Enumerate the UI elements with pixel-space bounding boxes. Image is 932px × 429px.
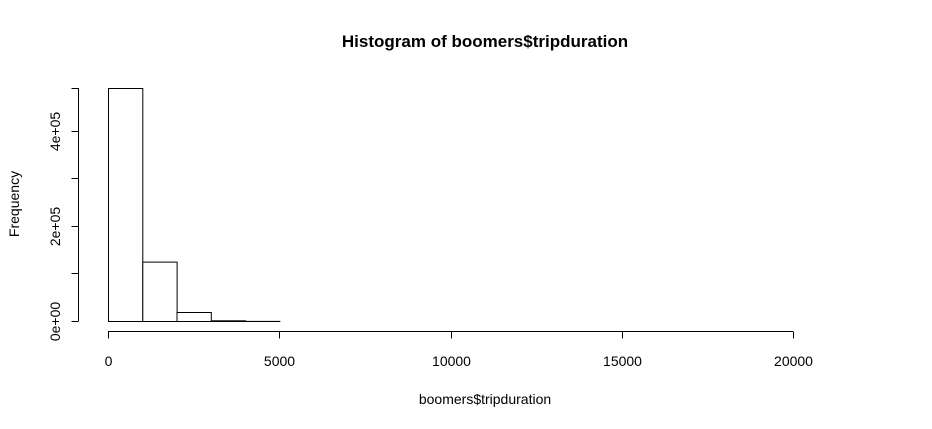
y-axis-label: Frequency bbox=[6, 171, 22, 237]
histogram-bar bbox=[142, 261, 178, 323]
y-tick-label: 0e+00 bbox=[47, 302, 63, 342]
histogram-bar bbox=[210, 320, 247, 322]
x-tick-label: 0 bbox=[105, 353, 113, 369]
x-axis: 0 5000 10000 15000 20000 bbox=[105, 331, 813, 369]
y-tick-label: 4e+05 bbox=[47, 112, 63, 152]
y-axis: 0e+00 2e+05 4e+05 bbox=[47, 88, 79, 341]
bars-group bbox=[108, 88, 281, 323]
x-axis-label: boomers$tripduration bbox=[419, 391, 551, 407]
x-tick-label: 20000 bbox=[774, 353, 813, 369]
x-tick-label: 5000 bbox=[264, 353, 295, 369]
chart-title: Histogram of boomers$tripduration bbox=[342, 32, 628, 51]
x-tick-label: 10000 bbox=[432, 353, 471, 369]
y-tick-label: 2e+05 bbox=[47, 207, 63, 247]
histogram-bar bbox=[108, 88, 144, 322]
histogram-bar bbox=[176, 312, 212, 322]
x-tick-label: 15000 bbox=[603, 353, 642, 369]
